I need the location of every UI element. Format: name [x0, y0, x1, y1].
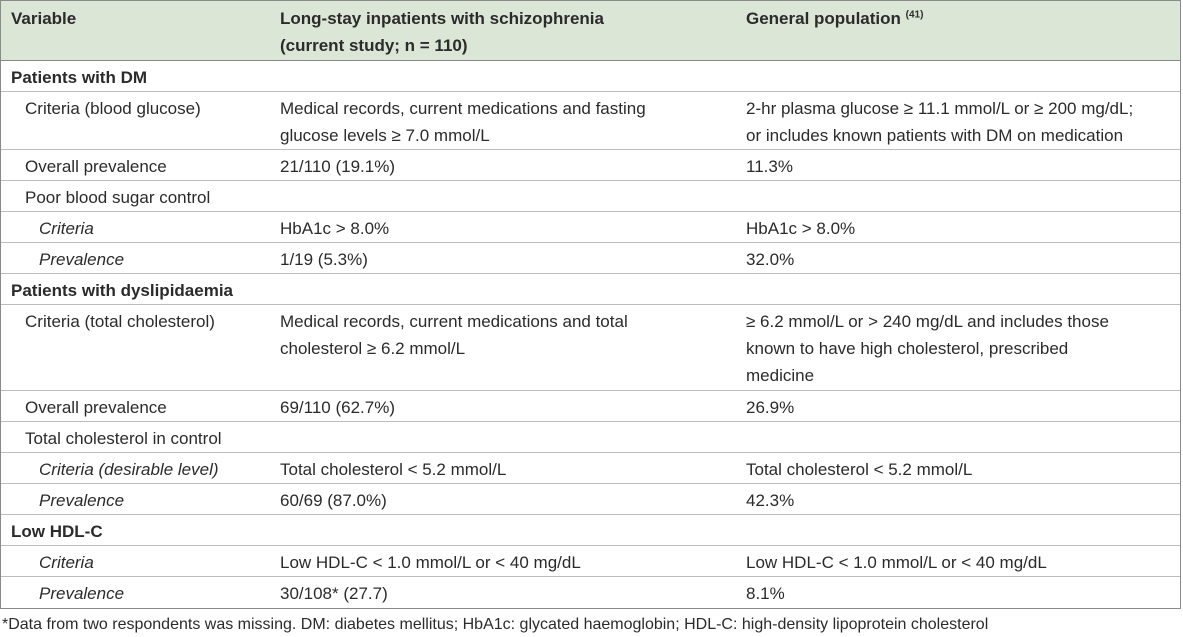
table-row: Overall prevalence 21/110 (19.1%) 11.3%	[1, 150, 1180, 181]
table-row: Criteria Low HDL-C < 1.0 mmol/L or < 40 …	[1, 546, 1180, 577]
table-header: Variable Long-stay inpatients with schiz…	[1, 1, 1180, 61]
header-general-population: General population (41)	[746, 9, 924, 28]
header-current-study: Long-stay inpatients with schizophrenia …	[280, 9, 604, 55]
table-row: Criteria (total cholesterol) Medical rec…	[1, 305, 1180, 391]
table-row: Poor blood sugar control	[1, 181, 1180, 212]
data-table: Variable Long-stay inpatients with schiz…	[0, 0, 1181, 609]
table-row: Total cholesterol in control	[1, 422, 1180, 453]
section-row-low-hdl: Low HDL-C	[1, 515, 1180, 546]
table-row: Prevalence 30/108* (27.7) 8.1%	[39, 584, 785, 603]
reference-superscript: (41)	[905, 9, 924, 21]
table-row: Prevalence 60/69 (87.0%) 42.3%	[1, 484, 1180, 515]
table-row: Criteria HbA1c > 8.0% HbA1c > 8.0%	[1, 212, 1180, 243]
table-row: Overall prevalence 69/110 (62.7%) 26.9%	[1, 391, 1180, 422]
section-row-dyslipidaemia: Patients with dyslipidaemia	[1, 274, 1180, 305]
table-row: Criteria (desirable level) Total cholest…	[1, 453, 1180, 484]
section-row-dm: Patients with DM	[1, 61, 1180, 92]
table-row: Criteria (blood glucose) Medical records…	[1, 92, 1180, 150]
table-row: Prevalence 1/19 (5.3%) 32.0%	[1, 243, 1180, 274]
table-footnote: *Data from two respondents was missing. …	[2, 616, 989, 633]
header-variable: Variable	[11, 9, 77, 28]
